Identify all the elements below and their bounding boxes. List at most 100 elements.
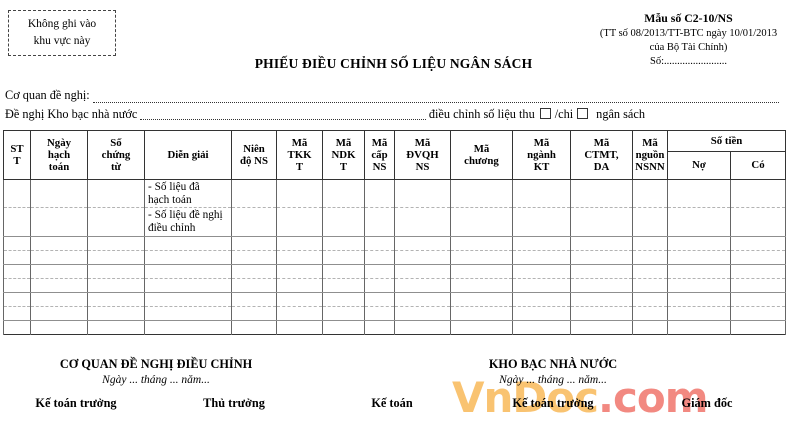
budget-label: ngân sách	[596, 107, 645, 121]
col-header-ma-chuong: Mã chương	[450, 130, 513, 180]
table-row	[3, 236, 786, 251]
table-header: ST T Ngày hạch toán Số chứng từ Diễn giả…	[3, 130, 786, 180]
description-cell: - Số liệu đã hạch toán	[144, 179, 232, 208]
table-cell	[450, 264, 513, 279]
table-cell	[276, 306, 323, 321]
table-cell	[570, 236, 633, 251]
table-row: - Số liệu đã hạch toán	[3, 179, 786, 208]
requesting-agency-input[interactable]	[92, 92, 779, 103]
table-cell	[364, 320, 395, 335]
description-cell	[144, 320, 232, 335]
table-cell	[570, 264, 633, 279]
sign-chief-accountant-right: Kế toán trưởng	[512, 396, 594, 410]
table-cell	[632, 250, 668, 265]
table-cell	[3, 179, 31, 208]
table-cell	[667, 207, 731, 237]
table-cell	[570, 250, 633, 265]
table-body: - Số liệu đã hạch toán - Số liệu đề nghị …	[3, 179, 786, 335]
table-cell	[322, 207, 365, 237]
table-cell	[364, 179, 395, 208]
table-cell	[87, 236, 145, 251]
table-cell	[450, 320, 513, 335]
table-cell	[667, 236, 731, 251]
treasury-footer-title: KHO BẠC NHÀ NƯỚC	[488, 357, 618, 371]
col-header-so-chung-tu: Số chứng từ	[87, 130, 145, 180]
table-cell	[570, 292, 633, 307]
table-cell	[231, 278, 277, 293]
table-cell	[394, 264, 451, 279]
table-cell	[570, 207, 633, 237]
table-cell	[30, 179, 88, 208]
table-cell	[512, 292, 571, 307]
table-cell	[512, 278, 571, 293]
table-row	[3, 278, 786, 293]
document-number-field[interactable]: Số:........................	[649, 56, 727, 68]
table-cell	[3, 278, 31, 293]
table-cell	[394, 292, 451, 307]
table-cell	[730, 179, 786, 208]
table-cell	[322, 278, 365, 293]
table-cell	[364, 236, 395, 251]
table-cell	[632, 207, 668, 237]
table-row	[3, 320, 786, 335]
table-cell	[667, 264, 731, 279]
table-cell	[512, 250, 571, 265]
table-cell	[364, 264, 395, 279]
table-cell	[512, 207, 571, 237]
table-cell	[87, 278, 145, 293]
requesting-agency-date-line: Ngày ... tháng ... năm...	[102, 374, 210, 386]
table-cell	[730, 320, 786, 335]
table-cell	[87, 320, 145, 335]
table-cell	[730, 306, 786, 321]
table-cell	[231, 250, 277, 265]
table-cell	[231, 292, 277, 307]
table-cell	[30, 320, 88, 335]
table-cell	[512, 320, 571, 335]
table-cell	[322, 292, 365, 307]
treasury-name-input[interactable]	[140, 109, 426, 120]
col-header-co: Có	[730, 151, 786, 180]
table-cell	[87, 250, 145, 265]
table-cell	[394, 236, 451, 251]
table-cell	[87, 179, 145, 208]
table-cell	[570, 320, 633, 335]
table-cell	[450, 179, 513, 208]
table-cell	[276, 207, 323, 237]
table-row: - Số liệu đề nghị điều chỉnh	[3, 207, 786, 237]
description-cell	[144, 292, 232, 307]
table-cell	[450, 207, 513, 237]
circular-line2: của Bộ Tài Chính)	[649, 42, 728, 54]
table-cell	[3, 207, 31, 237]
table-cell	[231, 179, 277, 208]
table-cell	[322, 264, 365, 279]
col-header-ma-nguon-nsnn: Mã nguồn NSNN	[632, 130, 668, 180]
table-cell	[730, 207, 786, 237]
col-header-stt: ST T	[3, 130, 31, 180]
table-cell	[450, 292, 513, 307]
description-cell: - Số liệu đề nghị điều chỉnh	[144, 207, 232, 237]
sign-director: Giám đốc	[681, 396, 733, 410]
col-header-ngay-hach-toan: Ngày hạch toán	[30, 130, 88, 180]
col-header-ma-nganh-kt: Mã ngành KT	[512, 130, 571, 180]
col-header-ma-ndkt: Mã NDK T	[322, 130, 365, 180]
table-cell	[667, 320, 731, 335]
table-cell	[730, 264, 786, 279]
table-cell	[87, 264, 145, 279]
chi-checkbox[interactable]	[577, 107, 589, 119]
vndoc-watermark: VnDoc.com	[452, 377, 709, 419]
thu-checkbox[interactable]	[539, 107, 551, 119]
table-cell	[364, 292, 395, 307]
table-cell	[322, 236, 365, 251]
sign-chief-accountant-left: Kế toán trưởng	[35, 396, 117, 410]
table-cell	[3, 236, 31, 251]
table-cell	[730, 292, 786, 307]
table-cell	[512, 264, 571, 279]
table-cell	[322, 250, 365, 265]
table-cell	[276, 264, 323, 279]
description-cell	[144, 236, 232, 251]
table-cell	[276, 179, 323, 208]
table-cell	[632, 320, 668, 335]
adjustment-table: ST T Ngày hạch toán Số chứng từ Diễn giả…	[3, 130, 786, 335]
treasury-footer: KHO BẠC NHÀ NƯỚC Ngày ... tháng ... năm.…	[489, 357, 617, 386]
sign-accountant: Kế toán	[371, 396, 413, 410]
